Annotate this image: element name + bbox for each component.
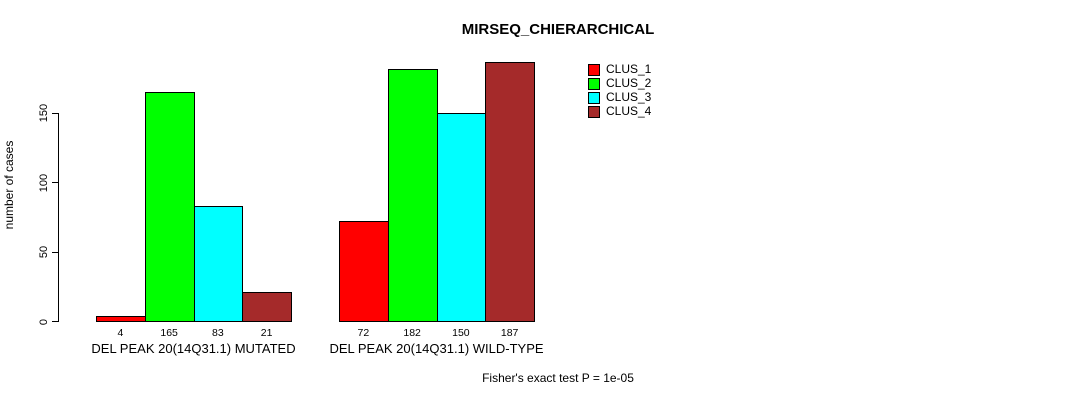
- legend-swatch-clus_1: [588, 64, 600, 76]
- y-tick-mark-50: [52, 251, 58, 253]
- y-tick-label-50: 50: [38, 245, 50, 259]
- y-axis-label: number of cases: [2, 140, 16, 230]
- legend-swatch-clus_3: [588, 92, 600, 104]
- bar-value-clus_3-group1: 83: [212, 327, 224, 339]
- bar-value-clus_4-group2: 187: [500, 327, 519, 339]
- legend-label-clus_2: CLUS_2: [606, 76, 652, 90]
- bar-clus_1-group2: [339, 221, 389, 323]
- legend-swatch-clus_4: [588, 106, 600, 118]
- bar-clus_2-group1: [144, 92, 195, 323]
- bar-value-clus_3-group2: 150: [452, 327, 470, 339]
- y-tick-mark-0: [52, 321, 58, 322]
- y-tick-label-150: 150: [38, 103, 50, 123]
- bar-value-clus_2-group2: 182: [403, 327, 421, 339]
- bar-clus_1-group1: [96, 315, 146, 323]
- bar-clus_3-group1: [193, 206, 244, 323]
- bar-clus_4-group2: [485, 61, 535, 323]
- y-tick-label-0: 0: [38, 318, 50, 325]
- bar-value-clus_2-group1: 165: [160, 327, 178, 339]
- bar-value-clus_1-group2: 72: [357, 327, 370, 339]
- y-tick-mark-100: [52, 182, 58, 183]
- fisher-test-annotation: Fisher's exact test P = 1e-05: [482, 371, 634, 385]
- y-tick-mark-150: [52, 112, 58, 114]
- y-axis-line: [58, 113, 59, 322]
- chart-title: MIRSEQ_CHIERARCHICAL: [461, 21, 655, 38]
- group-label-2: DEL PEAK 20(14Q31.1) WILD-TYPE: [329, 341, 544, 356]
- bar-clus_4-group1: [242, 292, 292, 323]
- legend-label-clus_4: CLUS_4: [606, 104, 652, 118]
- bar-clus_3-group2: [436, 113, 487, 323]
- y-tick-label-100: 100: [38, 173, 50, 192]
- bar-value-clus_1-group1: 4: [117, 327, 124, 339]
- group-label-1: DEL PEAK 20(14Q31.1) MUTATED: [91, 341, 296, 356]
- bar-clus_2-group2: [387, 68, 438, 323]
- legend-label-clus_3: CLUS_3: [606, 90, 652, 104]
- legend-swatch-clus_2: [588, 78, 600, 90]
- legend-label-clus_1: CLUS_1: [606, 62, 652, 76]
- bar-value-clus_4-group1: 21: [260, 327, 273, 339]
